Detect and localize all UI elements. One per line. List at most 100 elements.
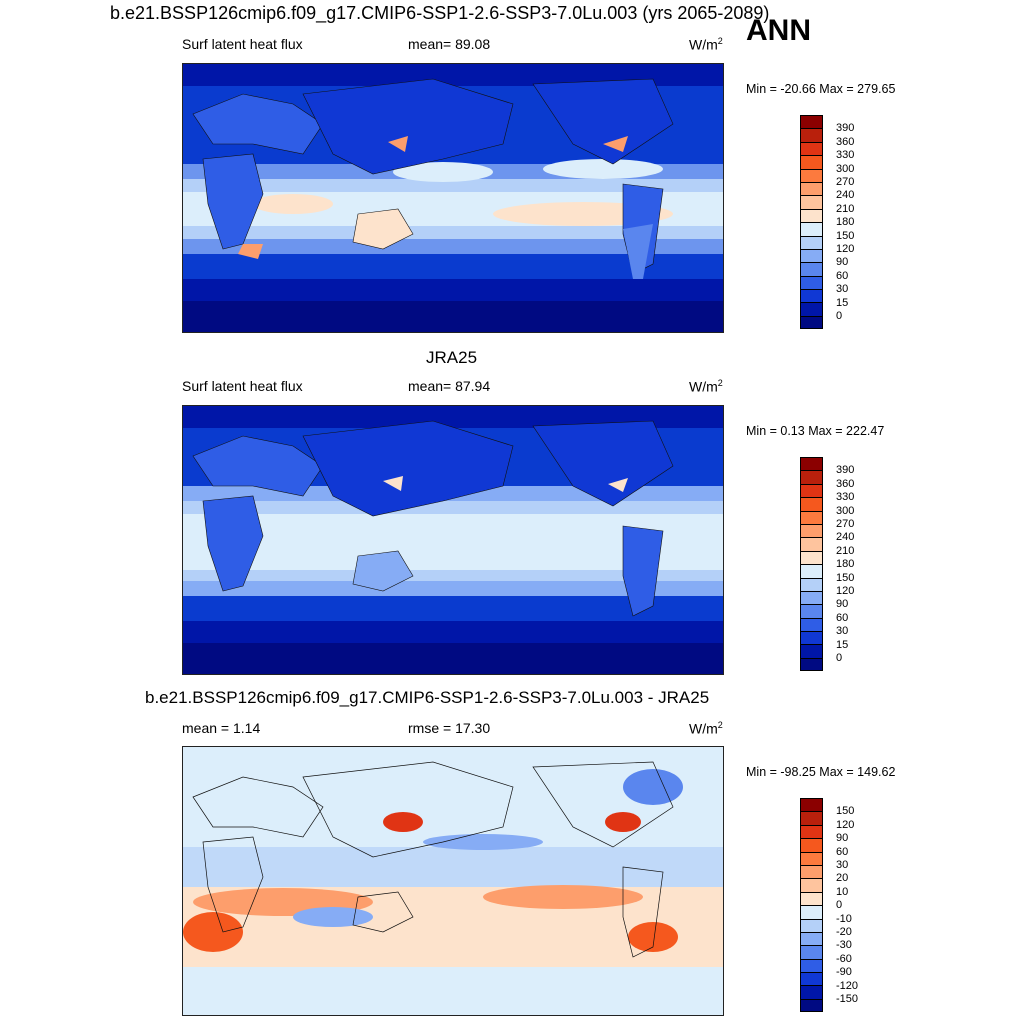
colorbar-swatch [800, 931, 823, 946]
colorbar-tick-label: 390 [836, 464, 855, 477]
colorbar-swatch [800, 289, 823, 303]
colorbar-tick-label: 330 [836, 491, 855, 504]
colorbar-swatch [800, 998, 823, 1013]
panel3-colorbar [800, 798, 823, 1013]
colorbar-tick-label: 360 [836, 477, 855, 490]
colorbar-tick-label: 270 [836, 518, 855, 530]
colorbar-swatch [800, 617, 823, 632]
colorbar-tick-label: 90 [836, 256, 849, 269]
colorbar-tick-label: -30 [836, 939, 852, 952]
colorbar-swatch [800, 905, 823, 919]
panel2-colorbar [800, 457, 823, 672]
colorbar-tick-label: 90 [836, 832, 849, 845]
colorbar-tick-label: 150 [836, 229, 855, 242]
colorbar-swatch [800, 590, 823, 605]
colorbar-tick-label: 270 [836, 176, 855, 188]
colorbar-tick-label: 60 [836, 611, 849, 624]
colorbar-swatch [800, 838, 823, 852]
colorbar-swatch [800, 824, 823, 839]
panel1-mean-label: mean= 89.08 [408, 36, 491, 52]
panel1-variable-label: Surf latent heat flux [182, 36, 303, 52]
colorbar-swatch [800, 208, 823, 223]
colorbar-swatch [800, 195, 823, 209]
colorbar-swatch [800, 918, 823, 932]
colorbar-swatch [800, 798, 823, 812]
colorbar-swatch [800, 497, 823, 511]
colorbar-tick-label: 30 [836, 859, 849, 871]
colorbar-tick-label: 30 [836, 625, 849, 638]
colorbar-tick-label: 120 [836, 243, 855, 255]
colorbar-swatch [800, 958, 823, 973]
colorbar-swatch [800, 235, 823, 249]
colorbar-tick-label: 180 [836, 558, 855, 571]
colorbar-swatch [800, 878, 823, 892]
panel3-difference-map [182, 746, 724, 1016]
panel2-variable-label: Surf latent heat flux [182, 378, 303, 394]
season-label: ANN [746, 14, 811, 47]
panel2-mean-label: mean= 87.94 [408, 378, 491, 394]
colorbar-tick-label: 15 [836, 296, 849, 309]
colorbar-tick-label: -60 [836, 952, 852, 965]
panel1-minmax: Min = -20.66 Max = 279.65 [746, 82, 896, 96]
colorbar-tick-label: 0 [836, 310, 843, 322]
colorbar-tick-label: 120 [836, 818, 855, 831]
colorbar-tick-label: 240 [836, 189, 855, 202]
figure-title: b.e21.BSSP126cmip6.f09_g17.CMIP6-SSP1-2.… [110, 3, 770, 23]
colorbar-swatch [800, 168, 823, 182]
colorbar-tick-label: 0 [836, 652, 843, 664]
panel3-mean-label: mean = 1.14 [182, 720, 261, 736]
colorbar-swatch [800, 945, 823, 959]
panel1-model-map [182, 63, 724, 333]
colorbar-tick-label: -120 [836, 979, 859, 992]
colorbar-tick-label: 300 [836, 504, 855, 517]
colorbar-swatch [800, 457, 823, 471]
colorbar-tick-label: 15 [836, 638, 849, 651]
panel2-minmax: Min = 0.13 Max = 222.47 [746, 424, 885, 438]
panel2-obs-map [182, 405, 724, 675]
colorbar-swatch [800, 604, 823, 618]
colorbar-swatch [800, 577, 823, 591]
colorbar-swatch [800, 972, 823, 986]
colorbar-swatch [800, 631, 823, 645]
colorbar-tick-label: 30 [836, 283, 849, 296]
colorbar-swatch [800, 851, 823, 865]
colorbar-tick-label: 180 [836, 216, 855, 229]
colorbar-tick-label: 240 [836, 531, 855, 544]
colorbar-tick-label: 20 [836, 872, 849, 885]
colorbar-tick-label: 300 [836, 162, 855, 175]
colorbar-tick-label: 60 [836, 845, 849, 858]
colorbar-tick-label: 390 [836, 122, 855, 135]
panel3-rmse-label: rmse = 17.30 [408, 720, 491, 736]
panel2-title: JRA25 [426, 348, 478, 367]
colorbar-tick-label: 0 [836, 899, 843, 912]
colorbar-tick-label: 10 [836, 885, 849, 898]
colorbar-tick-label: 150 [836, 805, 855, 818]
colorbar-swatch [800, 564, 823, 578]
colorbar-swatch [800, 222, 823, 236]
colorbar-swatch [800, 985, 823, 999]
panel3-units: W/m2 [689, 720, 723, 737]
colorbar-swatch [800, 128, 823, 142]
colorbar-swatch [800, 644, 823, 658]
colorbar-tick-label: 120 [836, 585, 855, 597]
colorbar-tick-label: 60 [836, 269, 849, 282]
colorbar-swatch [800, 483, 823, 498]
colorbar-swatch [800, 811, 823, 825]
colorbar-swatch [800, 248, 823, 263]
colorbar-swatch [800, 523, 823, 538]
colorbar-tick-label: -10 [836, 912, 852, 925]
colorbar-swatch [800, 510, 823, 524]
colorbar-tick-label: 210 [836, 544, 855, 557]
panel2-units: W/m2 [689, 378, 723, 395]
panel3-title: b.e21.BSSP126cmip6.f09_g17.CMIP6-SSP1-2.… [145, 688, 710, 707]
colorbar-swatch [800, 262, 823, 276]
colorbar-swatch [800, 470, 823, 484]
colorbar-swatch [800, 141, 823, 156]
colorbar-swatch [800, 302, 823, 316]
panel1-units: W/m2 [689, 36, 723, 53]
colorbar-tick-label: 360 [836, 135, 855, 148]
colorbar-tick-label: 210 [836, 202, 855, 215]
colorbar-tick-label: -90 [836, 966, 852, 979]
panel3-minmax: Min = -98.25 Max = 149.62 [746, 765, 896, 779]
colorbar-swatch [800, 181, 823, 196]
